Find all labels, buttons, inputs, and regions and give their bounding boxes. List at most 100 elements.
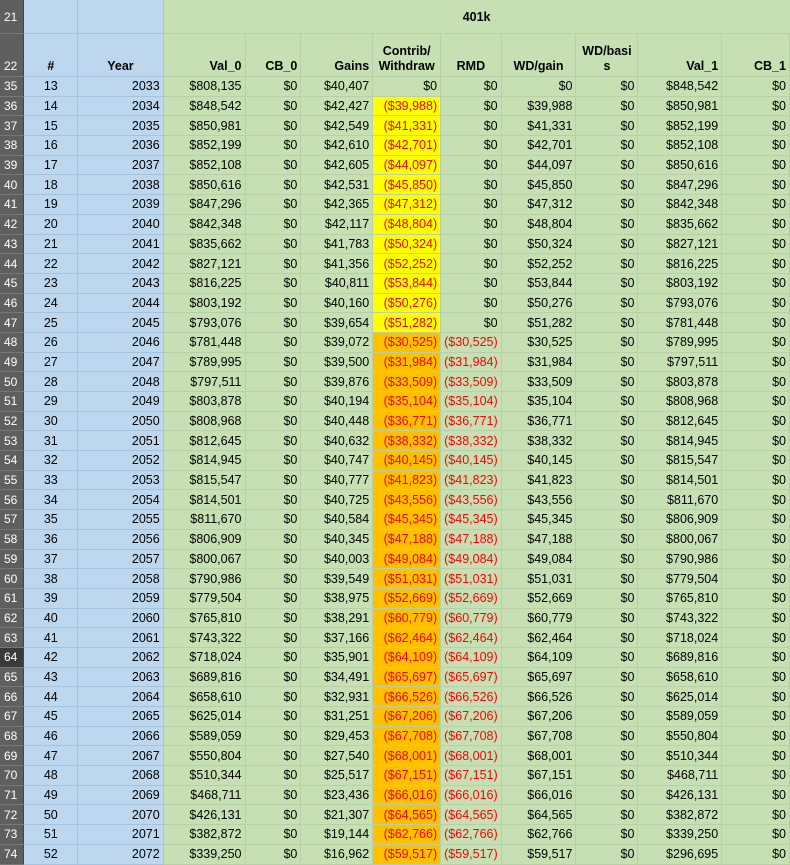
cell-cb0[interactable]: $0 [245,627,302,648]
cell-wdbasis[interactable]: $0 [575,214,639,235]
cell-gains[interactable]: $38,975 [300,588,374,609]
row-header[interactable]: 44 [0,253,25,274]
cell-num[interactable]: 33 [23,470,79,491]
cell-rmd[interactable]: ($35,104) [440,391,502,412]
cell-cb1[interactable]: $0 [721,489,790,511]
cell-year[interactable]: 2052 [77,450,164,471]
cell-wdbasis[interactable]: $0 [575,765,639,786]
cell-val0[interactable]: $852,199 [163,135,246,156]
cell-num[interactable]: 15 [23,115,79,137]
cell-val0[interactable]: $382,872 [163,824,246,845]
cell-cb0[interactable]: $0 [245,667,302,688]
cell-cb0[interactable]: $0 [245,549,302,570]
cell-wdbasis[interactable]: $0 [575,726,639,747]
cell-gains[interactable]: $42,610 [300,135,374,156]
cell-val1[interactable]: $814,945 [637,430,723,452]
cell-rmd[interactable]: ($36,771) [440,411,502,432]
cell-val0[interactable]: $790,986 [163,568,246,589]
cell-cb0[interactable]: $0 [245,312,302,333]
row-header[interactable]: 61 [0,588,25,609]
cell-gains[interactable]: $42,549 [300,115,374,137]
cell-cb0[interactable]: $0 [245,470,302,491]
cell-val1[interactable]: $803,192 [637,273,723,294]
col-header-wdbasis[interactable]: WD/basi s [575,33,639,77]
cell-contrib[interactable]: ($38,332) [372,430,442,452]
cell-cb1[interactable]: $0 [721,608,790,629]
col-header-num[interactable]: # [23,33,79,77]
col-header-cb1[interactable]: CB_1 [721,33,790,77]
cell-num[interactable]: 34 [23,489,79,511]
cell-wdgain[interactable]: $47,188 [501,529,577,550]
cell-wdgain[interactable]: $60,779 [501,608,577,629]
cell-rmd[interactable]: $0 [440,293,502,314]
cell-contrib[interactable]: ($66,526) [372,686,442,707]
cell-val1[interactable]: $847,296 [637,174,723,196]
cell-num[interactable]: 20 [23,214,79,235]
cell-wdbasis[interactable]: $0 [575,627,639,648]
cell-val1[interactable]: $848,542 [637,76,723,97]
cell-val1[interactable]: $850,981 [637,96,723,117]
cell-val0[interactable]: $800,067 [163,549,246,570]
cell-contrib[interactable]: ($67,708) [372,726,442,747]
cell-gains[interactable]: $41,783 [300,234,374,255]
cell-cb0[interactable]: $0 [245,96,302,117]
cell-cb0[interactable]: $0 [245,450,302,471]
cell-year[interactable]: 2058 [77,568,164,589]
cell-gains[interactable]: $40,194 [300,391,374,412]
cell-val1[interactable]: $808,968 [637,391,723,412]
cell-cb1[interactable]: $0 [721,726,790,747]
cell-val0[interactable]: $718,024 [163,647,246,668]
cell-year[interactable]: 2044 [77,293,164,314]
cell-cb0[interactable]: $0 [245,726,302,747]
cell-cb1[interactable]: $0 [721,174,790,196]
cell-wdgain[interactable]: $0 [501,76,577,97]
cell-rmd[interactable]: $0 [440,155,502,176]
cell-rmd[interactable]: ($60,779) [440,608,502,629]
cell-year[interactable]: 2066 [77,726,164,747]
cell-val0[interactable]: $803,878 [163,391,246,412]
cell-val1[interactable]: $852,108 [637,135,723,156]
cell-cb0[interactable]: $0 [245,844,302,865]
cell-val0[interactable]: $808,968 [163,411,246,432]
cell-cb1[interactable]: $0 [721,76,790,97]
cell-contrib[interactable]: ($30,525) [372,332,442,353]
row-header[interactable]: 21 [0,0,25,34]
cell-cb0[interactable]: $0 [245,273,302,294]
cell-cb1[interactable]: $0 [721,312,790,333]
cell-val0[interactable]: $779,504 [163,588,246,609]
cell-cb0[interactable]: $0 [245,686,302,707]
cell-num[interactable]: 22 [23,253,79,274]
cell-year[interactable]: 2070 [77,804,164,826]
cell-wdbasis[interactable]: $0 [575,824,639,845]
col-header-contrib[interactable]: Contrib/ Withdraw [372,33,442,77]
cell-wdbasis[interactable]: $0 [575,608,639,629]
cell-cb1[interactable]: $0 [721,253,790,274]
cell-year[interactable]: 2038 [77,174,164,196]
cell-gains[interactable]: $40,160 [300,293,374,314]
cell-rmd[interactable]: ($40,145) [440,450,502,471]
cell-contrib[interactable]: ($44,097) [372,155,442,176]
cell-year[interactable]: 2060 [77,608,164,629]
cell-val1[interactable]: $815,547 [637,450,723,471]
cell-rmd[interactable]: ($30,525) [440,332,502,353]
row-header[interactable]: 54 [0,450,25,471]
cell[interactable] [23,0,79,34]
cell-wdbasis[interactable]: $0 [575,549,639,570]
cell-cb0[interactable]: $0 [245,430,302,452]
row-header[interactable]: 49 [0,352,25,373]
cell-cb1[interactable]: $0 [721,450,790,471]
cell-cb1[interactable]: $0 [721,214,790,235]
cell-gains[interactable]: $42,531 [300,174,374,196]
cell-cb1[interactable]: $0 [721,273,790,294]
cell-wdgain[interactable]: $64,565 [501,804,577,826]
cell-val1[interactable]: $510,344 [637,745,723,767]
cell-gains[interactable]: $27,540 [300,745,374,767]
cell-rmd[interactable]: $0 [440,115,502,137]
cell-rmd[interactable]: $0 [440,312,502,333]
cell-year[interactable]: 2046 [77,332,164,353]
cell-val1[interactable]: $790,986 [637,549,723,570]
row-header[interactable]: 43 [0,234,25,255]
cell-val1[interactable]: $689,816 [637,647,723,668]
col-header-gains[interactable]: Gains [300,33,374,77]
cell-gains[interactable]: $42,365 [300,194,374,215]
